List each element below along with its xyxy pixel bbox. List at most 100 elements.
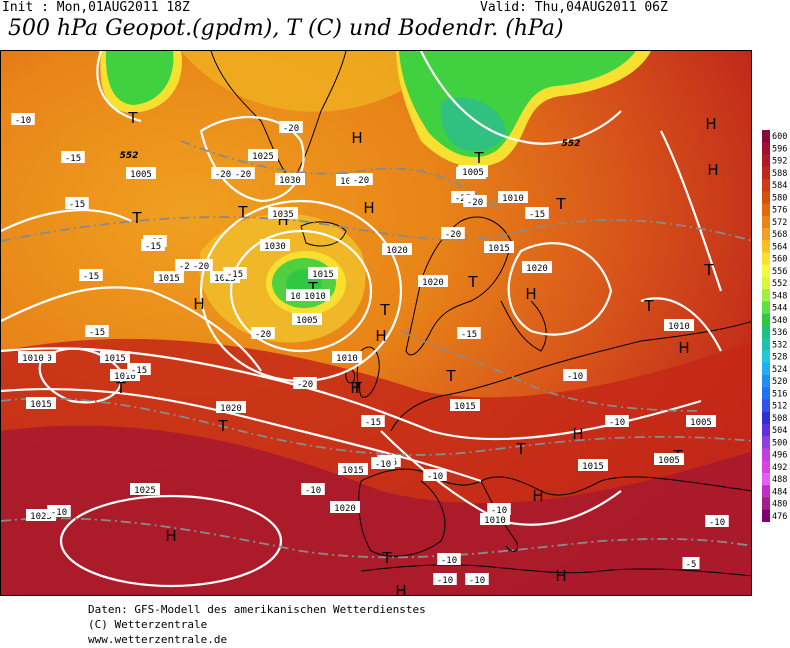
legend-swatch — [762, 387, 770, 400]
low-marker: T — [115, 379, 126, 397]
isobar-label: 1010 — [336, 354, 358, 364]
legend-label: 528 — [772, 353, 787, 363]
legend-label: 584 — [772, 181, 787, 191]
temp-label-box — [487, 503, 511, 515]
low-marker: T — [127, 109, 138, 127]
footer-url: www.wetterzentrale.de — [88, 633, 228, 646]
legend-label: 564 — [772, 242, 787, 252]
isobar-label: 1015 — [158, 274, 180, 284]
temp-label: -15 — [365, 418, 381, 428]
low-marker: T — [555, 195, 566, 213]
temp-label: -15 — [83, 272, 99, 282]
low-marker: T — [131, 209, 142, 227]
isobar-label: 1015 — [30, 400, 52, 410]
temp-label-box — [705, 515, 729, 527]
temp-label: -20 — [353, 176, 369, 186]
isobar-label: 1010 — [114, 372, 136, 382]
temp-label-box — [79, 269, 103, 281]
legend-label: 504 — [772, 426, 787, 436]
high-marker: H — [678, 339, 689, 357]
weather-map: HHHHHHHHHHHHHHHH TTTTTTTTTTTTTTTTTTT 102… — [0, 50, 752, 596]
temp-label-box — [127, 363, 151, 375]
legend-swatch — [762, 424, 770, 437]
temp-label: -10 — [567, 372, 583, 382]
low-marker: T — [381, 549, 392, 567]
legend-swatch — [762, 240, 770, 253]
legend-swatch — [762, 301, 770, 315]
legend-swatch — [762, 497, 770, 511]
high-marker: H — [350, 379, 361, 397]
temp-label-box — [465, 573, 489, 585]
isobar-label-box — [484, 241, 514, 253]
legend-label: 592 — [772, 157, 787, 167]
temp-label-box — [11, 113, 35, 125]
legend-label: 520 — [772, 377, 787, 387]
isobar-label: 1010 — [668, 322, 690, 332]
isobar-label-box — [578, 459, 608, 471]
isobar-label-box — [664, 319, 694, 331]
low-marker: T — [703, 261, 714, 279]
isobar-label: 1015 — [342, 466, 364, 476]
temp-label: -10 — [437, 576, 453, 586]
isobar-label-box — [332, 351, 362, 363]
high-marker: H — [705, 115, 716, 133]
legend-label: 596 — [772, 144, 787, 154]
isobar-label: 1010 — [502, 194, 524, 204]
temp-label-box — [65, 197, 89, 209]
temp-label: -10 — [427, 472, 443, 482]
temp-label: -15 — [65, 154, 81, 164]
isobar-label-box — [248, 149, 278, 161]
isobar-label-box — [480, 513, 510, 525]
temperature-value-labels: -10-15-15-15-20-20-20-20-15-15-15-15-20-… — [11, 113, 729, 586]
legend-label: 516 — [772, 389, 787, 399]
legend-label: 480 — [772, 500, 787, 510]
isobar-label-box — [654, 453, 684, 465]
temp-label-box — [189, 259, 213, 271]
isobar-label: 1035 — [272, 210, 294, 220]
temp-label-box — [47, 505, 71, 517]
temp-label: -20 — [179, 262, 195, 272]
temp-label-box — [433, 573, 457, 585]
legend-swatch — [762, 166, 770, 180]
temp-label: -20 — [283, 124, 299, 134]
isobar-value-labels: 1025 1005 1030 1035 1030 1025 1015 1010 1010 1015… — [18, 149, 716, 526]
isobar-label: 1015 — [582, 462, 604, 472]
legend-label: 576 — [772, 206, 787, 216]
legend-label: 500 — [772, 438, 787, 448]
high-marker: H — [707, 161, 718, 179]
temp-label: -10 — [15, 116, 31, 126]
isobar-label: 1020 — [526, 264, 548, 274]
low-marker: T — [379, 301, 390, 319]
isobar-label-box — [26, 397, 56, 409]
temp-label-box — [605, 415, 629, 427]
high-marker: H — [395, 582, 406, 596]
isobar-label-box — [216, 401, 246, 413]
high-marker: H — [525, 285, 536, 303]
isobar-label-box — [154, 271, 184, 283]
legend-swatch — [762, 362, 770, 376]
isobar-label: 1005 — [296, 316, 318, 326]
temp-label-box — [141, 239, 165, 251]
low-marker: T — [473, 149, 484, 167]
temp-label-box — [223, 267, 247, 279]
isobar-label: 1020 — [334, 504, 356, 514]
temp-label: -15 — [89, 328, 105, 338]
high-marker: H — [572, 425, 583, 443]
temp-label-box — [211, 167, 235, 179]
isobar-label-box — [308, 267, 338, 279]
temp-label: -15 — [227, 270, 243, 280]
cool-band-north — [181, 51, 401, 112]
legend-swatch — [762, 179, 770, 192]
legend-swatch — [762, 154, 770, 168]
legend-swatch — [762, 313, 770, 327]
isobar-label: 1010 — [304, 292, 326, 302]
isobar-label: 1005 — [658, 456, 680, 466]
legend-label: 476 — [772, 512, 787, 522]
legend-label: 488 — [772, 475, 787, 485]
init-time: Init : Mon,01AUG2011 18Z — [2, 0, 190, 15]
height-label: 552 — [562, 139, 581, 149]
isobar-label-box — [260, 239, 290, 251]
low-marker: T — [307, 279, 318, 297]
legend-swatch — [762, 215, 770, 229]
temp-label: -15 — [529, 210, 545, 220]
